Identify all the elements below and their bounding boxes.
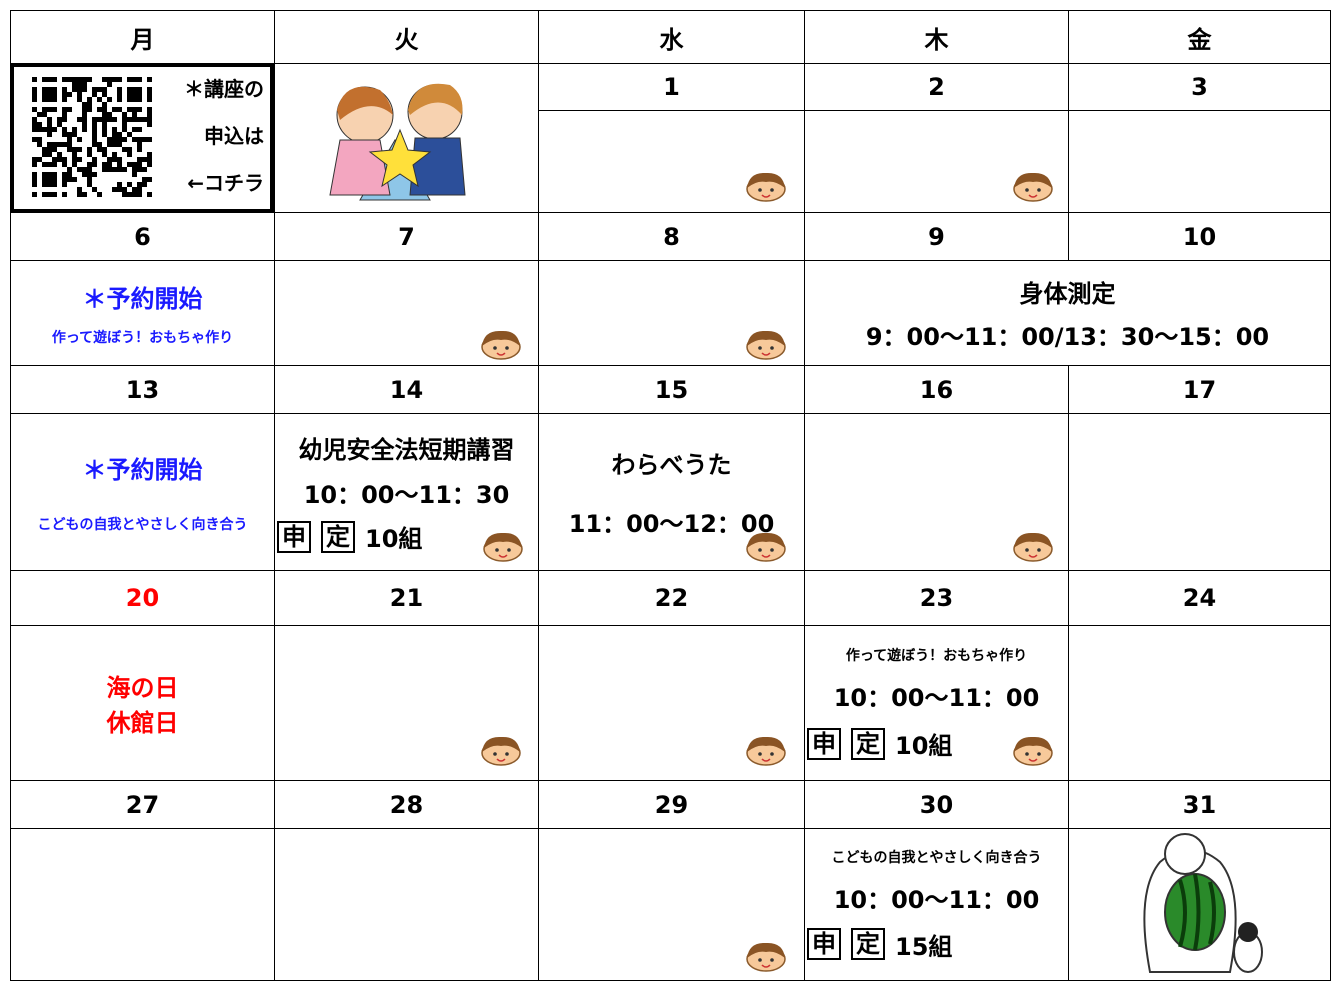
signup-info: 申定 10組 [805,726,952,761]
signup-mark: 申 [277,520,311,553]
date-number: 17 [1068,365,1331,414]
event-text: 作って遊ぼう！おもちゃ作り [51,329,234,346]
date-number: 13 [10,365,275,414]
signup-info: 申定 15組 [805,927,952,962]
day-cell [538,625,805,781]
event-text: 9：00～11：00/13：30～15：00 [865,322,1270,351]
capacity: 10組 [895,732,953,760]
day-cell [274,625,539,781]
day-cell [804,413,1069,571]
qr-box: ＊講座の申込は ←コチラ [10,63,274,213]
signup-mark: 申 [807,928,841,961]
event-text: こどもの自我とやさしく向き合う [37,517,248,534]
qr-code [32,77,152,197]
bear-illustration [1143,833,1263,973]
date-number: 10 [1068,212,1331,261]
merged-cell [274,63,539,213]
day-cell [1068,413,1331,571]
event-text: 10：00～11：30 [303,480,510,509]
date-number: 15 [538,365,805,414]
event-text: 休館日 [106,709,179,737]
date-number: 20 [10,570,275,626]
event-text: こどもの自我とやさしく向き合う [831,850,1042,867]
day-cell [1068,828,1331,981]
date-number: 22 [538,570,805,626]
day-cell [538,828,805,981]
day-header: 水 [538,10,805,64]
event-text: 幼児安全法短期講習 [298,435,515,464]
signup-mark: 定 [851,928,885,961]
day-cell [1068,625,1331,781]
date-number: 2 [804,63,1069,111]
day-cell [804,110,1069,213]
day-cell: わらべうた 11：00～12：00 [538,413,805,571]
day-cell [274,260,539,366]
date-number: 9 [804,212,1069,261]
event-text: 海の日 [106,674,179,702]
day-cell [538,260,805,366]
event-text: ＊予約開始 [82,285,203,314]
qr-note: ＊講座の [184,77,264,101]
day-cell: ＊予約開始作って遊ぼう！おもちゃ作り [10,260,275,366]
day-cell [10,828,275,981]
signup-mark: 定 [321,520,355,553]
date-number: 6 [10,212,275,261]
tanabata-illustration [329,83,466,201]
date-number: 24 [1068,570,1331,626]
day-header: 木 [804,10,1069,64]
day-cell [1068,110,1331,213]
day-header: 火 [274,10,539,64]
date-number: 23 [804,570,1069,626]
day-header: 月 [10,10,275,64]
qr-note: ←コチラ [187,171,264,195]
event-text: ＊予約開始 [82,455,203,484]
event-text: わらべうた [611,450,732,479]
date-number: 8 [538,212,805,261]
date-number: 1 [538,63,805,111]
date-number: 21 [274,570,539,626]
capacity: 15組 [895,932,953,961]
date-number: 29 [538,780,805,829]
capacity: 10組 [365,525,423,554]
event-text: 身体測定 [1019,280,1116,309]
event-text: 10：00～11：00 [833,885,1040,914]
day-cell: ＊予約開始こどもの自我とやさしく向き合う [10,413,275,571]
day-cell: 身体測定 9：00～11：00/13：30～15：00 [804,260,1331,366]
signup-mark: 定 [851,727,885,760]
qr-note: 申込は [204,124,264,148]
date-number: 30 [804,780,1069,829]
day-cell: 作って遊ぼう！おもちゃ作り 10：00～11：00 申定 10組 [804,625,1069,781]
date-number: 27 [10,780,275,829]
day-cell [538,110,805,213]
date-number: 31 [1068,780,1331,829]
signup-mark: 申 [807,727,841,760]
day-cell: 海の日 休館日 [10,625,275,781]
day-cell: 幼児安全法短期講習 10：00～11：30 申定 10組 [274,413,539,571]
event-text: 作って遊ぼう！おもちゃ作り [845,648,1028,664]
day-header: 金 [1068,10,1331,64]
signup-info: 申定 10組 [275,519,422,554]
date-number: 16 [804,365,1069,414]
event-text: 11：00～12：00 [568,510,775,539]
day-cell [274,828,539,981]
date-number: 14 [274,365,539,414]
date-number: 7 [274,212,539,261]
date-number: 28 [274,780,539,829]
day-cell: こどもの自我とやさしく向き合う 10：00～11：00 申定 15組 [804,828,1069,981]
event-text: 10：00～11：00 [833,684,1040,712]
date-number: 3 [1068,63,1331,111]
